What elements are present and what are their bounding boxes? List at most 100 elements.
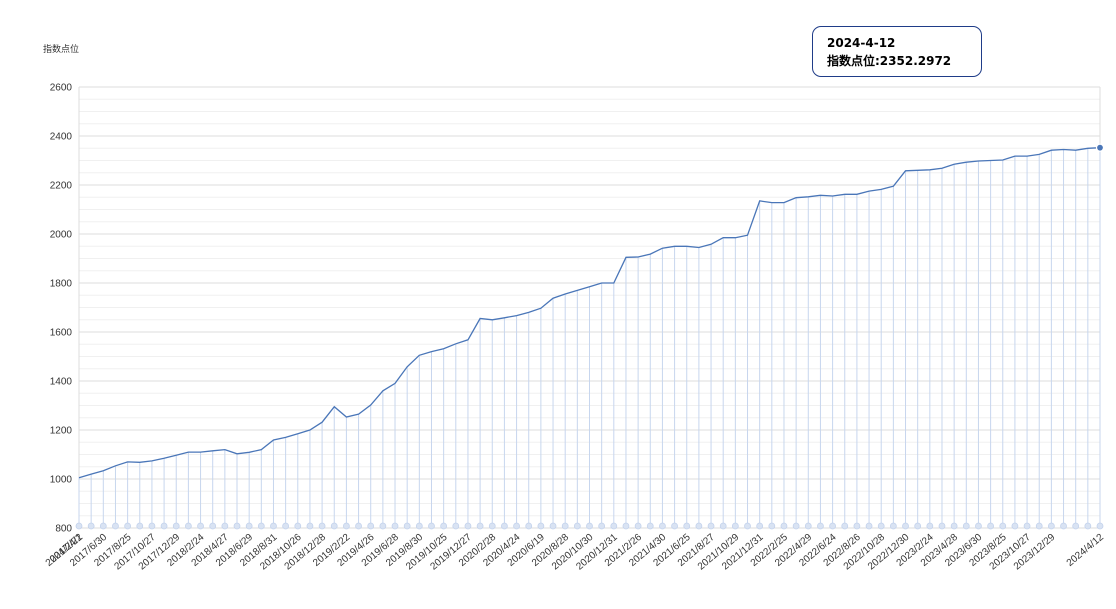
axis-point-marker — [853, 522, 861, 530]
axis-point-marker — [889, 522, 897, 530]
axis-point-marker — [391, 522, 399, 530]
axis-point-marker — [622, 522, 630, 530]
axis-point-marker — [902, 522, 909, 530]
axis-point-marker — [1084, 522, 1092, 530]
axis-point-marker — [257, 522, 265, 530]
axis-point-marker — [1023, 522, 1031, 530]
axis-point-marker — [245, 522, 253, 530]
axis-point-marker — [756, 522, 764, 530]
y-tick-label: 2400 — [50, 132, 73, 143]
axis-point-marker — [99, 522, 107, 530]
tooltip-value: 指数点位:2352.2972 — [827, 54, 952, 68]
y-tick-label: 2600 — [50, 83, 73, 94]
axis-point-marker — [999, 522, 1007, 530]
y-tick-label: 1400 — [50, 377, 73, 388]
axis-point-marker — [513, 522, 520, 530]
y-tick-label: 800 — [55, 524, 72, 535]
axis-point-marker — [221, 522, 229, 530]
axis-point-marker — [780, 522, 788, 530]
axis-point-marker — [525, 522, 533, 530]
axis-point-marker — [488, 522, 496, 530]
axis-point-marker — [355, 522, 362, 530]
axis-point-marker — [379, 522, 387, 530]
axis-point-marker — [634, 522, 642, 530]
axis-point-marker — [841, 522, 849, 530]
axis-point-marker — [659, 522, 666, 530]
axis-point-marker — [731, 522, 739, 530]
axis-point-marker — [1047, 522, 1055, 530]
axis-point-marker — [695, 522, 703, 530]
y-tick-label: 1800 — [50, 279, 73, 290]
axis-point-marker — [124, 522, 132, 530]
axis-point-marker — [75, 522, 83, 530]
axis-point-marker — [112, 522, 119, 530]
axis-point-marker — [646, 522, 654, 530]
axis-point-marker — [817, 522, 824, 530]
axis-point-marker — [792, 522, 800, 530]
axis-point-marker — [671, 522, 678, 530]
axis-point-marker — [148, 522, 156, 530]
axis-point-marker — [464, 522, 472, 530]
axis-point-marker — [950, 522, 958, 530]
axis-point-marker — [975, 522, 982, 530]
axis-point-marker — [549, 522, 557, 530]
axis-point-marker — [537, 522, 545, 530]
axis-point-marker — [877, 522, 885, 530]
axis-point-marker — [330, 522, 338, 530]
axis-point-marker — [573, 522, 581, 530]
axis-point-marker — [172, 522, 180, 530]
axis-point-marker — [804, 522, 812, 530]
axes: 800 1000 1200 1400 1600 1800 2000 2200 2400 2600 2… — [44, 83, 1106, 573]
area-layer — [75, 143, 1105, 530]
axis-point-marker — [962, 522, 970, 530]
axis-point-marker — [452, 522, 460, 530]
y-tick-label: 1200 — [50, 426, 73, 437]
axis-point-marker — [683, 522, 691, 530]
axis-point-marker — [476, 522, 484, 530]
axis-point-marker — [270, 522, 277, 530]
axis-point-marker — [233, 522, 241, 530]
axis-point-marker — [561, 522, 569, 530]
axis-point-marker — [829, 522, 836, 530]
axis-point-marker — [744, 522, 751, 530]
axis-point-marker — [306, 522, 314, 530]
axis-point-marker — [501, 522, 508, 530]
axis-point-marker — [367, 522, 375, 530]
axis-point-marker — [294, 522, 302, 530]
axis-point-marker — [160, 522, 168, 530]
y-tick-label: 2200 — [50, 181, 73, 192]
tooltip-date: 2024-4-12 — [827, 36, 896, 50]
y-tick-label: 2000 — [50, 230, 73, 241]
axis-point-marker — [926, 522, 934, 530]
axis-point-marker — [1096, 522, 1104, 530]
y-tick-label: 1600 — [50, 328, 73, 339]
x-tick-label: 2024/4/12 — [1065, 532, 1106, 569]
axis-point-marker — [136, 522, 144, 530]
axis-point-marker — [1060, 522, 1067, 530]
axis-point-marker — [428, 522, 435, 530]
highlighted-point[interactable] — [1095, 143, 1105, 152]
axis-point-marker — [87, 522, 95, 530]
axis-point-marker — [987, 522, 995, 530]
axis-point-marker — [209, 522, 217, 530]
axis-point-marker — [707, 522, 715, 530]
series-line — [78, 147, 1101, 479]
axis-point-marker — [938, 522, 946, 530]
axis-point-marker — [440, 522, 448, 530]
axis-point-marker — [343, 522, 350, 530]
axis-point-marker — [768, 522, 776, 530]
axis-point-marker — [197, 522, 204, 530]
axis-point-marker — [1035, 522, 1043, 530]
tooltip: 2024-4-12 指数点位:2352.2972 — [812, 26, 982, 77]
axis-point-marker — [586, 522, 593, 530]
axis-point-marker — [719, 522, 727, 530]
axis-point-marker — [1072, 522, 1080, 530]
axis-point-marker — [1011, 522, 1019, 530]
axis-point-marker — [184, 522, 192, 530]
axis-point-marker — [415, 522, 423, 530]
axis-point-marker — [610, 522, 618, 530]
axis-point-marker — [865, 522, 873, 530]
axis-point-marker — [318, 522, 326, 530]
axis-point-marker — [282, 522, 290, 530]
